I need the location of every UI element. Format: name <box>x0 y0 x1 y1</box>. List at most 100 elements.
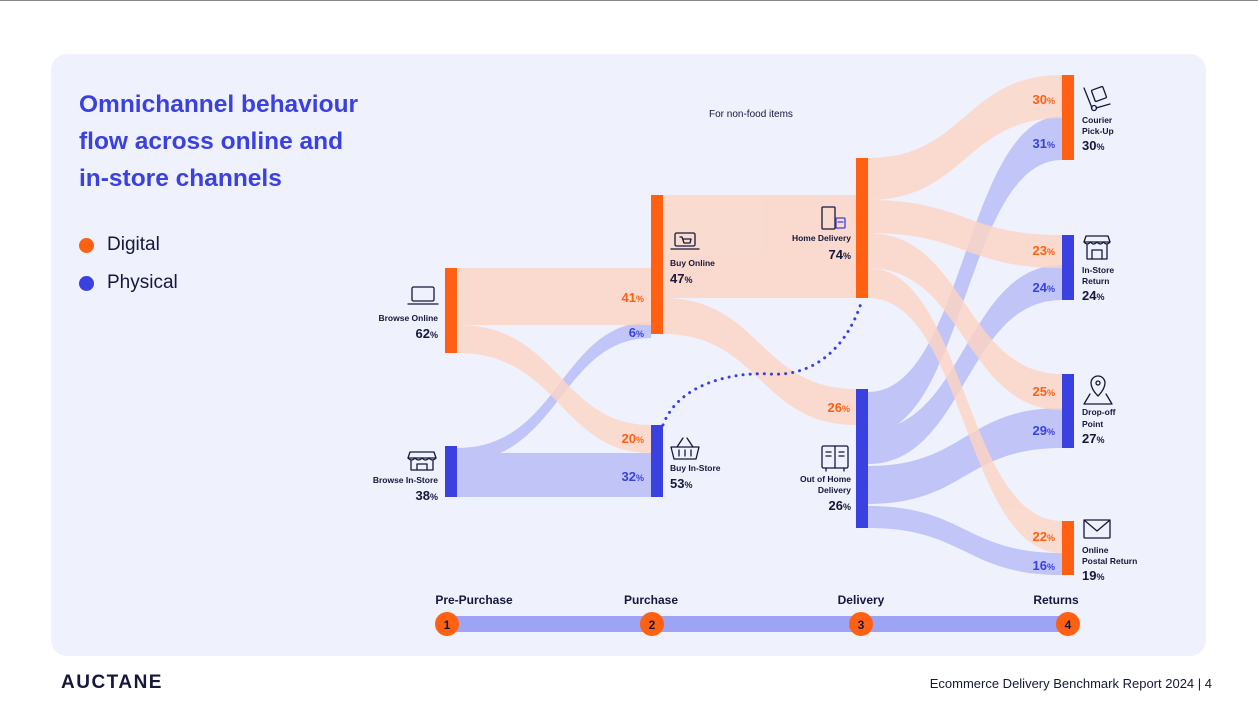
page-title: Omnichannel behaviour flow across online… <box>79 86 389 197</box>
flow-browse-instore-to-buy-instore <box>457 453 651 497</box>
flow-value-postal-digital: 22% <box>1033 529 1055 544</box>
node-value-out-of-home: 26% <box>829 498 851 513</box>
node-label-dropoff-1: Drop-off <box>1082 407 1116 417</box>
flow-value-courier-digital: 30% <box>1033 92 1055 107</box>
laptop-icon <box>407 286 439 305</box>
node-bar-browse-online <box>445 268 457 353</box>
flow-out-of-home-to-postal <box>868 506 1062 575</box>
flow-value-instore-physical: 24% <box>1033 280 1055 295</box>
stage-number: 4 <box>1065 618 1072 632</box>
stage-number: 2 <box>649 618 656 632</box>
legend: Digital Physical <box>79 226 178 302</box>
flow-out-of-home-to-courier <box>868 116 1062 434</box>
flow-buy-online-to-out-of-home <box>663 298 856 425</box>
stage-number: 1 <box>444 618 451 632</box>
node-bar-dropoff <box>1062 374 1074 448</box>
flow-out-of-home-to-instore-return <box>868 265 1062 464</box>
node-label-out-of-home-1: Out of Home <box>800 474 851 484</box>
digital-dot-icon <box>79 237 94 253</box>
stage-label-purchase: Purchase <box>624 593 678 607</box>
flow-browse-online-to-buy-instore <box>457 325 651 453</box>
flow-home-delivery-to-instore-return <box>868 200 1062 268</box>
flow-value-bo-to-buyinstore: 20% <box>622 431 644 446</box>
footer-text: Ecommerce Delivery Benchmark Report 2024… <box>929 676 1212 691</box>
node-label-instore-2: Return <box>1082 276 1109 286</box>
dotted-connector <box>661 298 864 427</box>
digital-flows <box>457 75 1062 553</box>
flow-value-dropoff-physical: 29% <box>1033 423 1055 438</box>
stage-marker-1: 1 <box>435 612 459 636</box>
legend-label: Digital <box>107 234 160 255</box>
physical-dot-icon <box>79 275 94 291</box>
node-value-browse-online: 62% <box>416 326 438 341</box>
hand-truck-icon <box>1083 85 1111 112</box>
node-bar-instore-return <box>1062 235 1074 300</box>
node-bar-out-of-home <box>856 389 868 528</box>
legend-label: Physical <box>107 272 178 293</box>
flow-home-delivery-to-postal <box>868 268 1062 553</box>
node-bar-browse-instore <box>445 446 457 497</box>
store-icon <box>407 451 437 471</box>
node-bar-buy-instore <box>651 425 663 497</box>
node-label-buy-online: Buy Online <box>670 258 715 268</box>
stage-timeline-bar <box>447 616 1069 632</box>
flow-value-to-outofhome: 26% <box>828 400 850 415</box>
store-icon <box>1083 235 1111 260</box>
node-label-buy-instore: Buy In-Store <box>670 463 721 473</box>
flow-value-bi-to-buyonline: 6% <box>629 325 644 340</box>
node-label-postal-1: Online <box>1082 545 1109 555</box>
flow-value-bi-to-buyinstore: 32% <box>622 469 644 484</box>
legend-item-physical: Physical <box>79 264 178 302</box>
physical-flows <box>457 116 1062 575</box>
flow-value-postal-physical: 16% <box>1033 558 1055 573</box>
flow-home-delivery-to-dropoff <box>868 233 1062 410</box>
node-label-out-of-home-2: Delivery <box>818 485 851 495</box>
stage-marker-4: 4 <box>1056 612 1080 636</box>
node-value-buy-instore: 53% <box>670 476 692 491</box>
flow-value-instore-digital: 23% <box>1033 243 1055 258</box>
node-label-instore-1: In-Store <box>1082 265 1114 275</box>
flow-out-of-home-to-dropoff <box>868 408 1062 504</box>
node-value-courier: 30% <box>1082 138 1104 153</box>
stage-marker-3: 3 <box>849 612 873 636</box>
stage-number: 3 <box>858 618 865 632</box>
node-label-courier-2: Pick-Up <box>1082 126 1114 136</box>
node-bar-home-delivery <box>856 158 868 298</box>
stage-label-returns: Returns <box>1033 593 1079 607</box>
stage-marker-2: 2 <box>640 612 664 636</box>
envelope-icon <box>1083 519 1111 539</box>
locker-icon <box>821 445 849 472</box>
map-pin-icon <box>1083 375 1113 405</box>
flow-home-delivery-to-courier <box>868 75 1062 200</box>
top-divider <box>0 0 1258 1</box>
node-bar-buy-online <box>651 195 663 334</box>
node-value-instore-return: 24% <box>1082 288 1104 303</box>
stage-label-pre-purchase: Pre-Purchase <box>435 593 513 607</box>
flow-value-bo-to-buyonline: 41% <box>622 290 644 305</box>
node-bar-courier <box>1062 75 1074 160</box>
node-value-browse-instore: 38% <box>416 488 438 503</box>
node-label-postal-2: Postal Return <box>1082 556 1137 566</box>
title-line: flow across online and <box>79 128 344 155</box>
node-label-browse-instore: Browse In-Store <box>373 475 438 485</box>
node-value-home-delivery: 74% <box>829 247 851 262</box>
node-label-browse-online: Browse Online <box>378 313 438 323</box>
node-value-postal: 19% <box>1082 568 1104 583</box>
brand-logo: AUCTANE <box>61 672 163 693</box>
legend-item-digital: Digital <box>79 226 178 264</box>
stage-label-delivery: Delivery <box>838 593 885 607</box>
node-value-buy-online: 47% <box>670 271 692 286</box>
node-label-home-delivery: Home Delivery <box>792 233 851 243</box>
laptop-cart-icon <box>670 232 700 250</box>
title-line: Omnichannel behaviour <box>79 91 359 118</box>
note-text: For non-food items <box>709 109 793 120</box>
flow-buy-online-to-home-delivery <box>663 195 856 298</box>
flow-value-dropoff-digital: 25% <box>1033 384 1055 399</box>
door-parcel-icon <box>821 206 846 230</box>
basket-icon <box>670 437 700 460</box>
flow-browse-online-to-buy-online <box>457 268 651 325</box>
title-line: in-store channels <box>79 165 282 192</box>
node-bar-postal <box>1062 521 1074 575</box>
flow-value-courier-physical: 31% <box>1033 136 1055 151</box>
